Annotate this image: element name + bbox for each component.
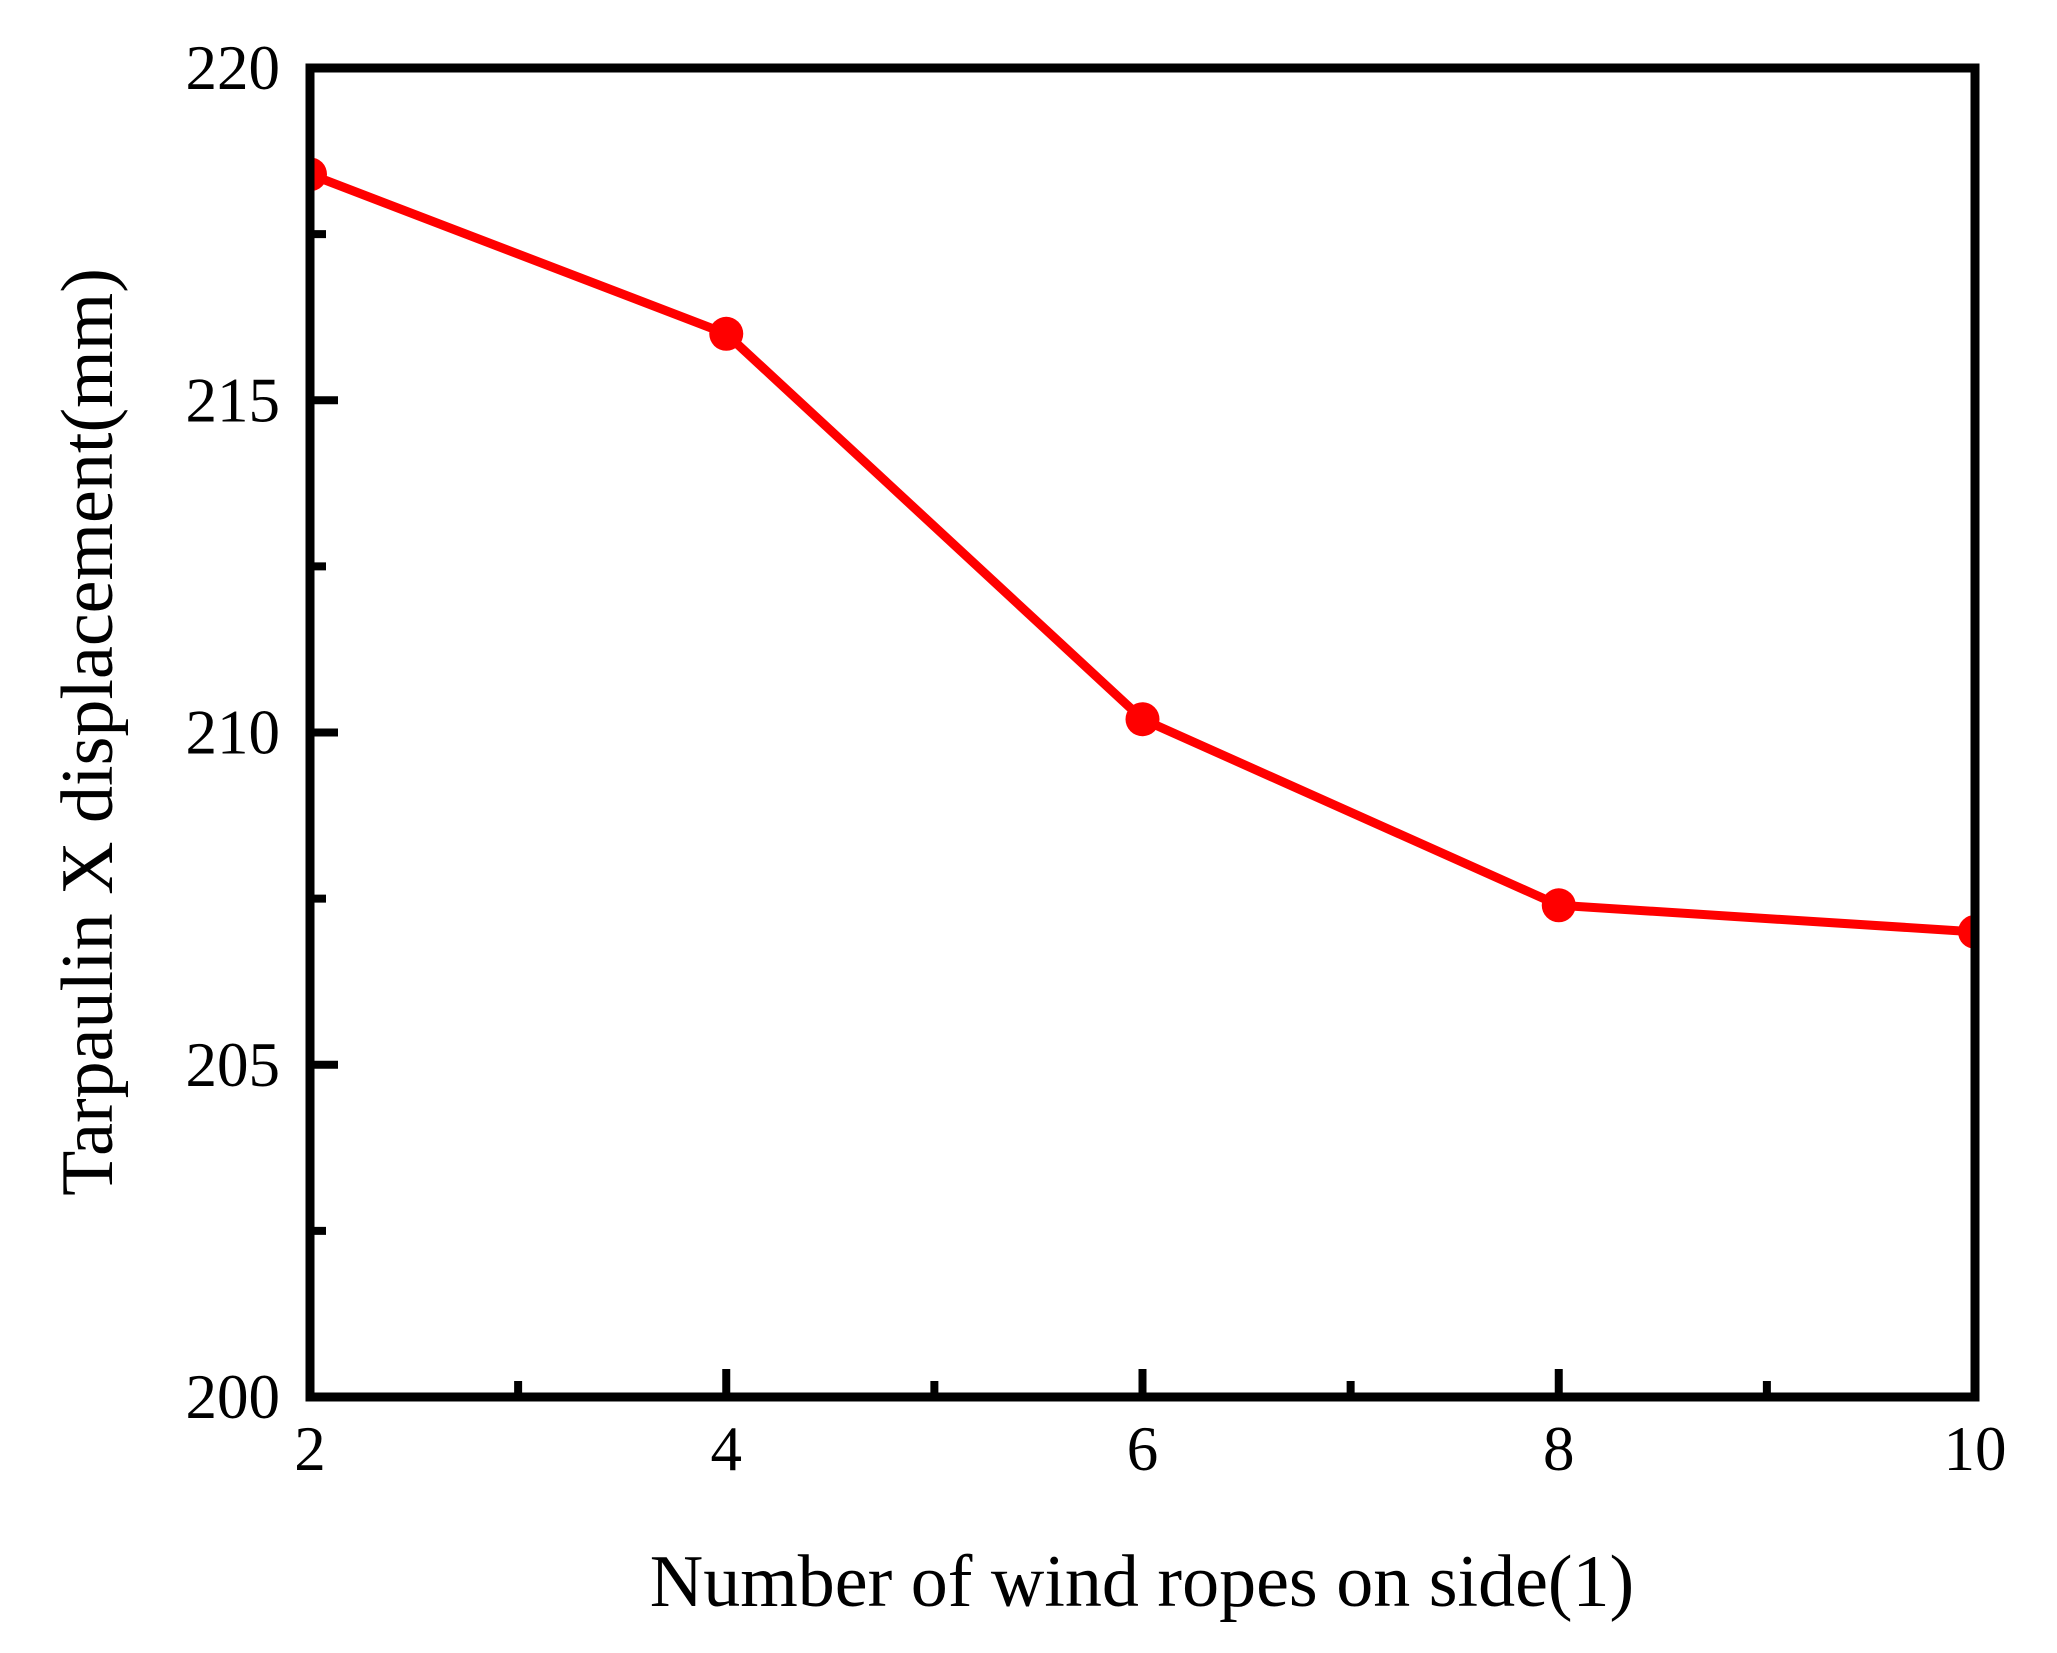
x-axis-title: Number of wind ropes on side(1) xyxy=(650,1541,1634,1623)
y-tick-label: 200 xyxy=(186,1362,281,1432)
y-tick-label: 210 xyxy=(186,698,281,768)
x-tick-label: 2 xyxy=(294,1414,326,1484)
data-point xyxy=(1541,888,1576,923)
x-tick-label: 8 xyxy=(1543,1414,1575,1484)
data-point xyxy=(709,316,744,351)
data-series xyxy=(310,157,1975,949)
x-axis-tick-labels: 2 4 6 8 10 xyxy=(294,1414,2006,1484)
x-tick-label: 4 xyxy=(711,1414,743,1484)
data-point xyxy=(1125,702,1160,737)
y-axis-title: Tarpaulin X displacement(mm) xyxy=(47,268,129,1196)
y-axis-tick-labels: 200 205 210 215 220 xyxy=(186,33,281,1432)
x-axis-ticks xyxy=(306,1369,1979,1397)
y-tick-label: 215 xyxy=(186,365,281,435)
x-tick-label: 10 xyxy=(1944,1414,2007,1484)
y-tick-label: 220 xyxy=(186,33,281,103)
series-line xyxy=(310,170,1975,937)
y-axis-ticks xyxy=(310,64,338,1401)
x-tick-label: 6 xyxy=(1127,1414,1159,1484)
y-tick-label: 205 xyxy=(186,1030,281,1100)
